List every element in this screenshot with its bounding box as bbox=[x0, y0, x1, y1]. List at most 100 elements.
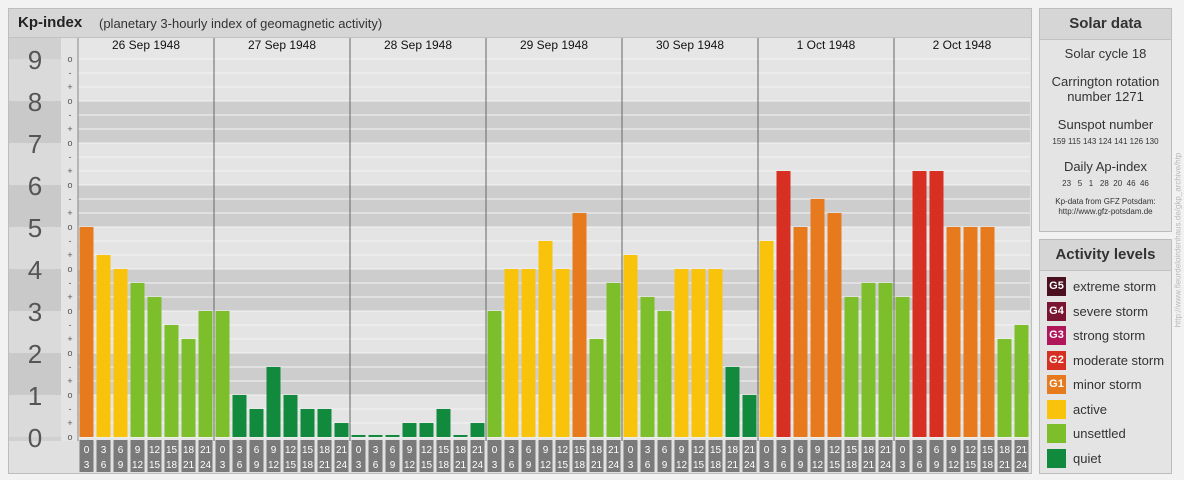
sunspot-values: 159 115 143 124 141 126 130 bbox=[1052, 137, 1159, 146]
minor-tick-label: - bbox=[69, 194, 72, 204]
day-label: 27 Sep 1948 bbox=[248, 38, 316, 52]
hour-cell bbox=[929, 440, 944, 472]
hour-end-label: 24 bbox=[336, 460, 348, 471]
hour-end-label: 6 bbox=[781, 460, 787, 471]
hour-start-label: 18 bbox=[999, 445, 1011, 456]
hour-end-label: 18 bbox=[710, 460, 722, 471]
hour-cell bbox=[674, 440, 689, 472]
hour-start-label: 12 bbox=[829, 445, 841, 456]
minor-tick-label: o bbox=[67, 96, 72, 106]
hour-end-label: 21 bbox=[727, 460, 739, 471]
hour-cell bbox=[742, 440, 757, 472]
hour-start-label: 9 bbox=[951, 445, 957, 456]
hour-start-label: 18 bbox=[591, 445, 603, 456]
hour-start-label: 18 bbox=[727, 445, 739, 456]
source-label: Kp-data from GFZ Potsdam: bbox=[1055, 197, 1156, 206]
hour-start-label: 18 bbox=[863, 445, 875, 456]
hour-start-label: 9 bbox=[407, 445, 413, 456]
hour-end-label: 9 bbox=[118, 460, 124, 471]
kp-bar bbox=[657, 311, 672, 437]
hour-start-label: 3 bbox=[373, 445, 379, 456]
kp-bar bbox=[793, 227, 808, 437]
kp-bar bbox=[368, 435, 383, 437]
hour-cell bbox=[997, 440, 1012, 472]
kp-bar bbox=[198, 311, 213, 437]
hour-start-label: 15 bbox=[574, 445, 586, 456]
hour-end-label: 6 bbox=[917, 460, 923, 471]
hour-start-label: 0 bbox=[764, 445, 770, 456]
hour-cell bbox=[793, 440, 808, 472]
hour-cell bbox=[759, 440, 774, 472]
kp-bar bbox=[929, 171, 944, 437]
hour-start-label: 15 bbox=[166, 445, 178, 456]
minor-tick-label: o bbox=[67, 138, 72, 148]
hour-start-label: 12 bbox=[965, 445, 977, 456]
hour-cell bbox=[470, 440, 485, 472]
hour-end-label: 15 bbox=[557, 460, 569, 471]
hour-start-label: 9 bbox=[543, 445, 549, 456]
source-link[interactable]: http://www.gfz-potsdam.de bbox=[1058, 207, 1153, 216]
hour-end-label: 3 bbox=[492, 460, 498, 471]
hour-end-label: 21 bbox=[183, 460, 195, 471]
minor-tick-label: + bbox=[67, 376, 72, 386]
legend-label: strong storm bbox=[1073, 328, 1146, 343]
chart-subtitle: (planetary 3-hourly index of geomagnetic… bbox=[99, 16, 383, 31]
hour-start-label: 15 bbox=[982, 445, 994, 456]
hour-start-label: 3 bbox=[509, 445, 515, 456]
hour-cell bbox=[538, 440, 553, 472]
kp-bar bbox=[538, 240, 553, 437]
kp-bar bbox=[640, 297, 655, 437]
hour-end-label: 21 bbox=[863, 460, 875, 471]
hour-start-label: 15 bbox=[302, 445, 314, 456]
hour-cell bbox=[640, 440, 655, 472]
solar-data-title: Solar data bbox=[1040, 9, 1171, 40]
hour-end-label: 3 bbox=[84, 460, 90, 471]
y-tick-label: 8 bbox=[28, 87, 42, 117]
hour-start-label: 6 bbox=[254, 445, 260, 456]
activity-levels-title: Activity levels bbox=[1040, 240, 1171, 271]
carrington-rotation-label: Carrington rotation bbox=[1051, 74, 1160, 89]
y-tick-label: 1 bbox=[28, 381, 42, 411]
kp-bar bbox=[606, 282, 621, 437]
minor-tick-label: + bbox=[67, 166, 72, 176]
hour-end-label: 15 bbox=[149, 460, 161, 471]
hour-cell bbox=[351, 440, 366, 472]
band-4 bbox=[78, 227, 1030, 269]
y-tick-label: 7 bbox=[28, 129, 42, 159]
hour-start-label: 6 bbox=[934, 445, 940, 456]
kp-bar bbox=[113, 269, 128, 437]
hour-start-label: 15 bbox=[438, 445, 450, 456]
hour-cell bbox=[419, 440, 434, 472]
y-tick-label: 0 bbox=[28, 423, 42, 453]
hour-end-label: 12 bbox=[404, 460, 416, 471]
hour-end-label: 21 bbox=[319, 460, 331, 471]
hour-cell bbox=[708, 440, 723, 472]
hour-start-label: 0 bbox=[492, 445, 498, 456]
minor-tick-label: o bbox=[67, 348, 72, 358]
kp-bar bbox=[521, 269, 536, 437]
minor-tick-label: o bbox=[67, 432, 72, 442]
hour-end-label: 15 bbox=[285, 460, 297, 471]
y-tick-label: 5 bbox=[28, 213, 42, 243]
minor-tick-label: o bbox=[67, 222, 72, 232]
kp-bar bbox=[504, 269, 519, 437]
legend-swatch bbox=[1047, 448, 1066, 468]
kp-bar bbox=[691, 269, 706, 437]
solar-data-panel: Solar data Solar cycle 18 Carrington rot… bbox=[1039, 8, 1172, 232]
hour-start-label: 18 bbox=[183, 445, 195, 456]
kp-bar bbox=[79, 227, 94, 437]
legend-swatch: G4 bbox=[1047, 301, 1066, 321]
hour-cell bbox=[300, 440, 315, 472]
kp-bar bbox=[912, 171, 927, 437]
hour-end-label: 6 bbox=[101, 460, 107, 471]
legend-label: minor storm bbox=[1073, 377, 1142, 392]
hour-end-label: 3 bbox=[628, 460, 634, 471]
hour-end-label: 6 bbox=[373, 460, 379, 471]
hour-end-label: 9 bbox=[662, 460, 668, 471]
kp-bar bbox=[827, 213, 842, 437]
kp-bar bbox=[674, 269, 689, 437]
legend-item: unsettled bbox=[1047, 424, 1171, 443]
kp-bar bbox=[572, 213, 587, 437]
hour-start-label: 9 bbox=[815, 445, 821, 456]
